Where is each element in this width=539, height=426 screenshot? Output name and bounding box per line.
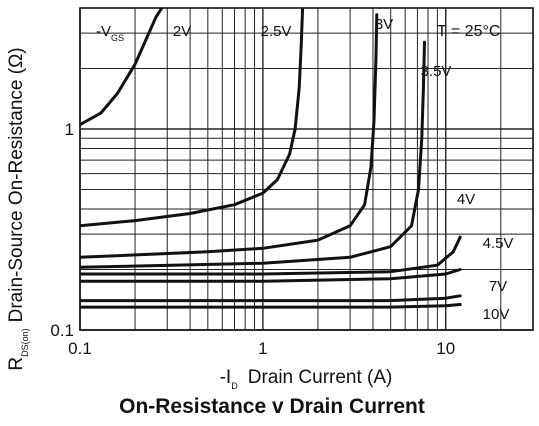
series-line-4v (80, 235, 462, 276)
temperature-annotation: T = 25°C (437, 23, 500, 40)
series-curves (80, 8, 462, 309)
chart-title: On-Resistance v Drain Current (119, 395, 425, 418)
series-line-3v (80, 13, 379, 259)
y-axis-title: RDS(on)Drain-Source On-Resistance (Ω) (6, 47, 30, 370)
series-line-2-5v (80, 8, 305, 228)
series-line-3-5v (80, 40, 426, 269)
series-label-7v: 7V (489, 278, 507, 295)
series-label-3-5v: 3.5V (421, 63, 452, 80)
legend-header: -VGS (96, 23, 124, 43)
series-label-10v: 10V (483, 306, 510, 323)
x-tick-label: 10 (436, 339, 455, 358)
x-axis-title: -ID Drain Current (A) (220, 367, 393, 391)
x-tick-label: 1 (258, 339, 267, 358)
tick-labels: 0.1 1 10 0.1 1 (50, 120, 455, 358)
series-label-2v: 2V (173, 23, 191, 40)
y-tick-label: 1 (65, 120, 74, 139)
x-tick-label: 0.1 (68, 339, 92, 358)
series-label-4-5v: 4.5V (483, 235, 514, 252)
series-line-4-5v (80, 268, 462, 283)
y-tick-label: 0.1 (50, 321, 74, 340)
series-label-2-5v: 2.5V (261, 23, 292, 40)
plot-frame (79, 7, 534, 331)
series-label-3v: 3V (375, 16, 393, 33)
series-labels: 2V 2.5V 3V 3.5V 4V 4.5V 7V 10V (173, 16, 514, 323)
series-line-10v (80, 303, 462, 309)
series-line-2v (80, 8, 164, 127)
series-line-7v (80, 294, 462, 303)
series-label-4v: 4V (457, 191, 475, 208)
